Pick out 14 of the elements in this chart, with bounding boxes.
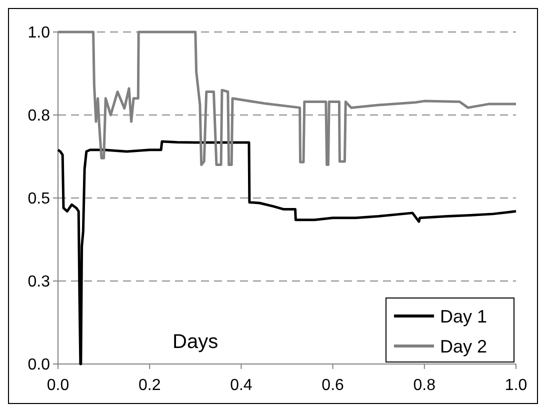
x-tick-label: 0.2 (138, 377, 161, 394)
x-tick-label: 0.4 (230, 377, 252, 394)
y-tick-label: 0.3 (28, 274, 50, 291)
legend-label: Day 2 (440, 336, 488, 356)
legend-label: Day 1 (440, 306, 488, 326)
y-tick-label: 0.0 (28, 356, 50, 374)
x-tick-label: 1.0 (504, 377, 528, 394)
x-tick-label: 0.0 (46, 377, 70, 394)
y-tick-label: 0.5 (28, 190, 50, 208)
x-tick-label: 0.6 (322, 377, 344, 394)
x-axis-title: Days (172, 331, 218, 353)
y-tick-label: 0.8 (28, 108, 50, 125)
x-tick-label: 0.8 (413, 377, 436, 394)
y-tick-label: 1.0 (28, 24, 50, 42)
